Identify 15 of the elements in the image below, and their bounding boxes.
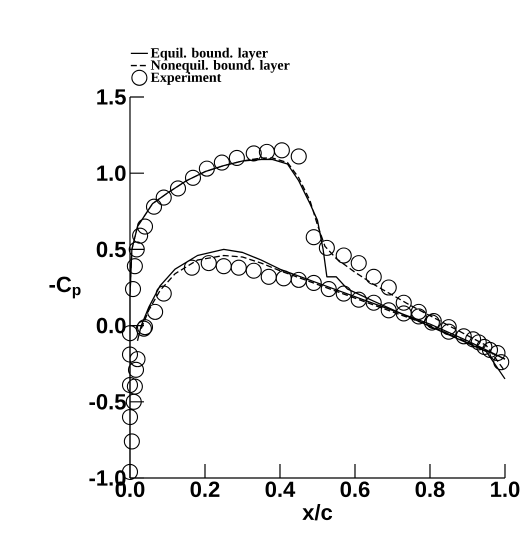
legend-label: Equil. bound. layer	[150, 48, 268, 60]
x-tick-label: 0.6	[340, 482, 370, 498]
y-tick-label: 1.0	[97, 165, 126, 181]
x-tick-label: 0.8	[416, 482, 445, 498]
x-tick-label: 0.4	[266, 482, 296, 498]
y-axis-title: -C$_{p}$	[49, 276, 81, 298]
x-axis-title: x/c	[302, 504, 332, 520]
x-tick-label: 0.2	[190, 482, 220, 498]
legend-label: Experiment	[150, 72, 222, 85]
legend-label: Nonequil. bound. layer	[150, 60, 290, 73]
y-tick-label: 0.0	[96, 318, 126, 334]
y-tick-label: 1.5	[97, 89, 126, 105]
y-tick-label: -0.5	[89, 394, 126, 410]
y-tick-label: 0.5	[96, 242, 126, 258]
x-tick-label: 1.0	[491, 482, 520, 498]
